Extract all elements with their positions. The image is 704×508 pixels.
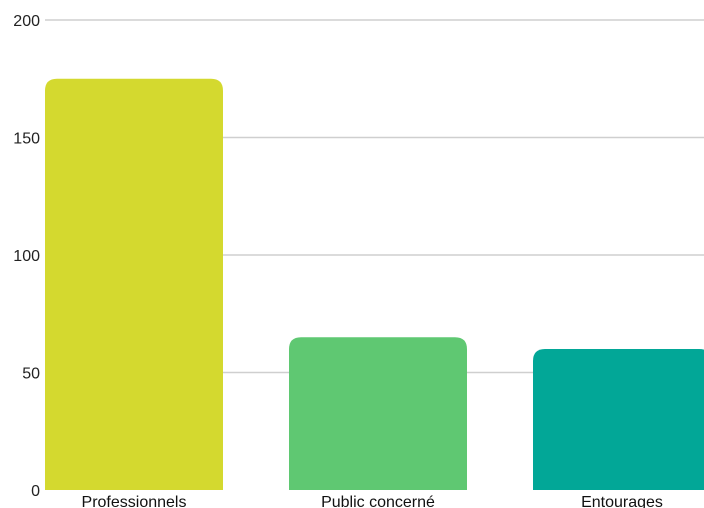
- x-category-label: Public concerné: [321, 494, 435, 508]
- x-category-label: Professionnels: [82, 494, 187, 508]
- y-tick-label: 0: [31, 483, 40, 500]
- y-tick-label: 200: [13, 13, 40, 30]
- y-tick-label: 150: [13, 131, 40, 148]
- y-tick-label: 100: [13, 248, 40, 265]
- bar-public-concern-: [289, 337, 467, 490]
- bar-professionnels: [45, 78, 223, 490]
- bar-entourages: [533, 349, 704, 490]
- y-axis-tick-labels: 0 50 100 150 200: [13, 13, 40, 500]
- bars: [45, 78, 704, 490]
- x-axis-category-labels: Professionnels Public concerné Entourages: [82, 494, 663, 508]
- x-category-label: Entourages: [581, 494, 663, 508]
- y-tick-label: 50: [22, 366, 40, 383]
